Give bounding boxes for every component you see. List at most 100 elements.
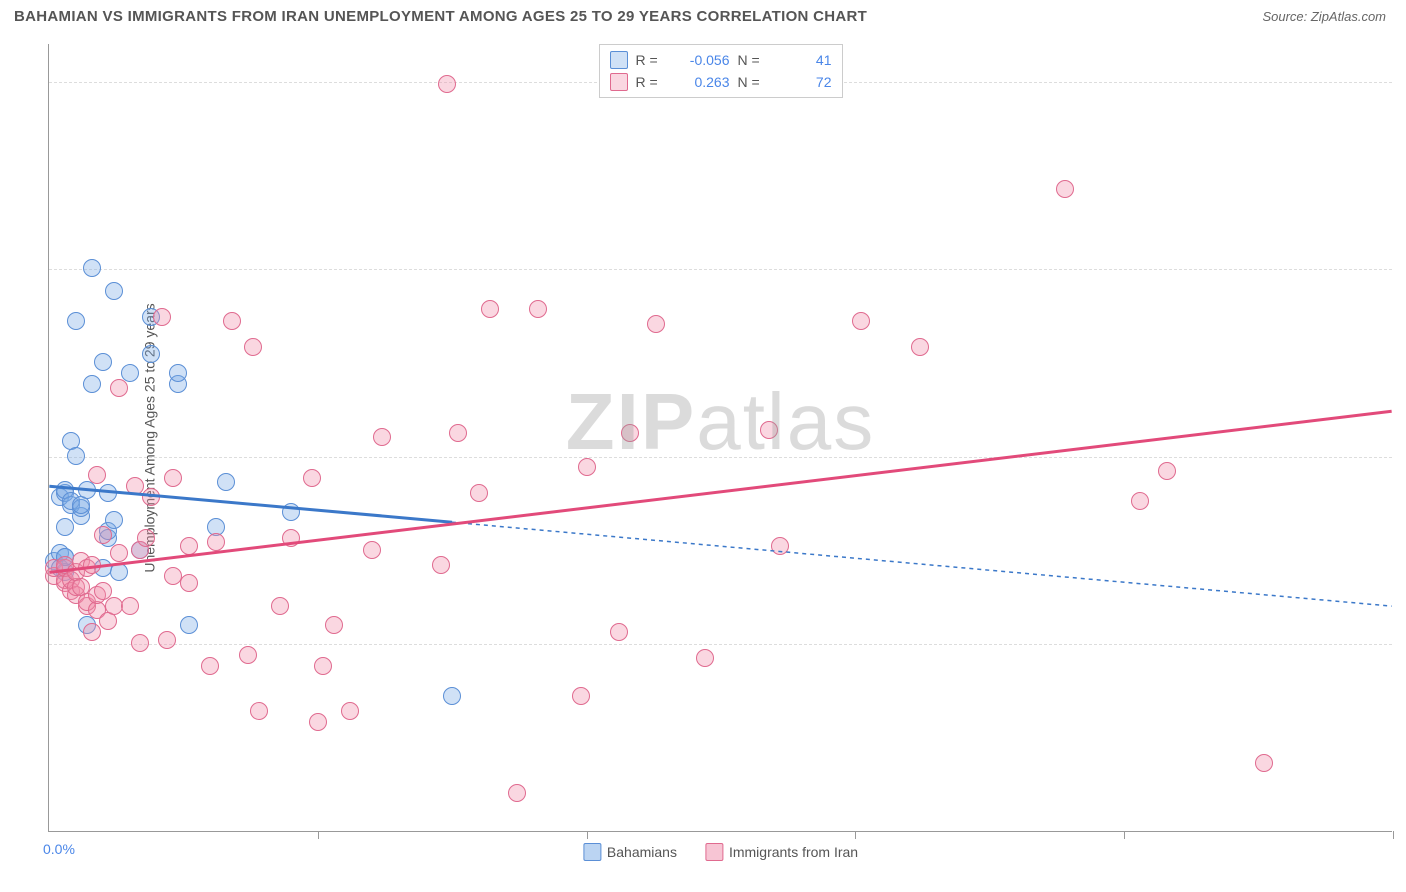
legend-item: Bahamians: [583, 843, 677, 861]
legend-label: Bahamians: [607, 844, 677, 860]
stat-r-label: R =: [636, 74, 666, 90]
data-point: [610, 623, 628, 641]
data-point: [282, 503, 300, 521]
data-point: [126, 477, 144, 495]
data-point: [911, 338, 929, 356]
data-point: [180, 574, 198, 592]
data-point: [56, 518, 74, 536]
data-point: [137, 529, 155, 547]
x-tick: [855, 831, 856, 839]
data-point: [647, 315, 665, 333]
stat-r-label: R =: [636, 52, 666, 68]
gridline: [49, 457, 1392, 458]
data-point: [110, 544, 128, 562]
data-point: [529, 300, 547, 318]
data-point: [696, 649, 714, 667]
legend-label: Immigrants from Iran: [729, 844, 858, 860]
legend-series: Bahamians Immigrants from Iran: [583, 843, 858, 861]
data-point: [572, 687, 590, 705]
data-point: [88, 466, 106, 484]
data-point: [1131, 492, 1149, 510]
data-point: [142, 345, 160, 363]
x-tick: [1124, 831, 1125, 839]
stat-n-label: N =: [738, 52, 768, 68]
legend-stat-row: R = -0.056 N = 41: [610, 49, 832, 71]
data-point: [449, 424, 467, 442]
plot-area: 5.0%10.0%15.0%20.0%: [49, 44, 1392, 831]
gridline: [49, 269, 1392, 270]
data-point: [110, 379, 128, 397]
data-point: [142, 488, 160, 506]
legend-swatch: [610, 73, 628, 91]
x-tick: [1393, 831, 1394, 839]
data-point: [217, 473, 235, 491]
data-point: [83, 623, 101, 641]
data-point: [239, 646, 257, 664]
data-point: [760, 421, 778, 439]
data-point: [438, 75, 456, 93]
data-point: [164, 469, 182, 487]
stat-r-value: 0.263: [674, 74, 730, 90]
chart-header: BAHAMIAN VS IMMIGRANTS FROM IRAN UNEMPLO…: [0, 0, 1406, 29]
legend-item: Immigrants from Iran: [705, 843, 858, 861]
data-point: [1255, 754, 1273, 772]
data-point: [771, 537, 789, 555]
legend-swatch: [705, 843, 723, 861]
data-point: [1158, 462, 1176, 480]
stat-r-value: -0.056: [674, 52, 730, 68]
data-point: [83, 375, 101, 393]
data-point: [621, 424, 639, 442]
data-point: [94, 353, 112, 371]
chart-title: BAHAMIAN VS IMMIGRANTS FROM IRAN UNEMPLO…: [14, 8, 867, 25]
legend-stat-row: R = 0.263 N = 72: [610, 71, 832, 93]
data-point: [1056, 180, 1074, 198]
data-point: [271, 597, 289, 615]
data-point: [153, 308, 171, 326]
data-point: [852, 312, 870, 330]
data-point: [303, 469, 321, 487]
data-point: [578, 458, 596, 476]
data-point: [223, 312, 241, 330]
stat-n-label: N =: [738, 74, 768, 90]
data-point: [341, 702, 359, 720]
data-point: [325, 616, 343, 634]
data-point: [314, 657, 332, 675]
data-point: [508, 784, 526, 802]
data-point: [67, 312, 85, 330]
data-point: [83, 556, 101, 574]
legend-swatch: [583, 843, 601, 861]
data-point: [99, 484, 117, 502]
data-point: [481, 300, 499, 318]
stat-n-value: 72: [776, 74, 832, 90]
data-point: [309, 713, 327, 731]
data-point: [110, 563, 128, 581]
data-point: [169, 364, 187, 382]
chart-source: Source: ZipAtlas.com: [1262, 9, 1386, 24]
legend-stats: R = -0.056 N = 41 R = 0.263 N = 72: [599, 44, 843, 98]
data-point: [443, 687, 461, 705]
data-point: [78, 481, 96, 499]
data-point: [363, 541, 381, 559]
legend-swatch: [610, 51, 628, 69]
data-point: [373, 428, 391, 446]
data-point: [105, 282, 123, 300]
data-point: [432, 556, 450, 574]
data-point: [180, 537, 198, 555]
data-point: [244, 338, 262, 356]
data-point: [470, 484, 488, 502]
data-point: [121, 597, 139, 615]
data-point: [94, 526, 112, 544]
data-point: [158, 631, 176, 649]
x-tick: [318, 831, 319, 839]
stat-n-value: 41: [776, 52, 832, 68]
x-axis-zero-label: 0.0%: [43, 841, 75, 857]
data-point: [83, 259, 101, 277]
data-point: [67, 447, 85, 465]
data-point: [250, 702, 268, 720]
data-point: [282, 529, 300, 547]
chart-area: Unemployment Among Ages 25 to 29 years 0…: [48, 44, 1392, 832]
data-point: [180, 616, 198, 634]
x-tick: [587, 831, 588, 839]
data-point: [207, 533, 225, 551]
data-point: [201, 657, 219, 675]
